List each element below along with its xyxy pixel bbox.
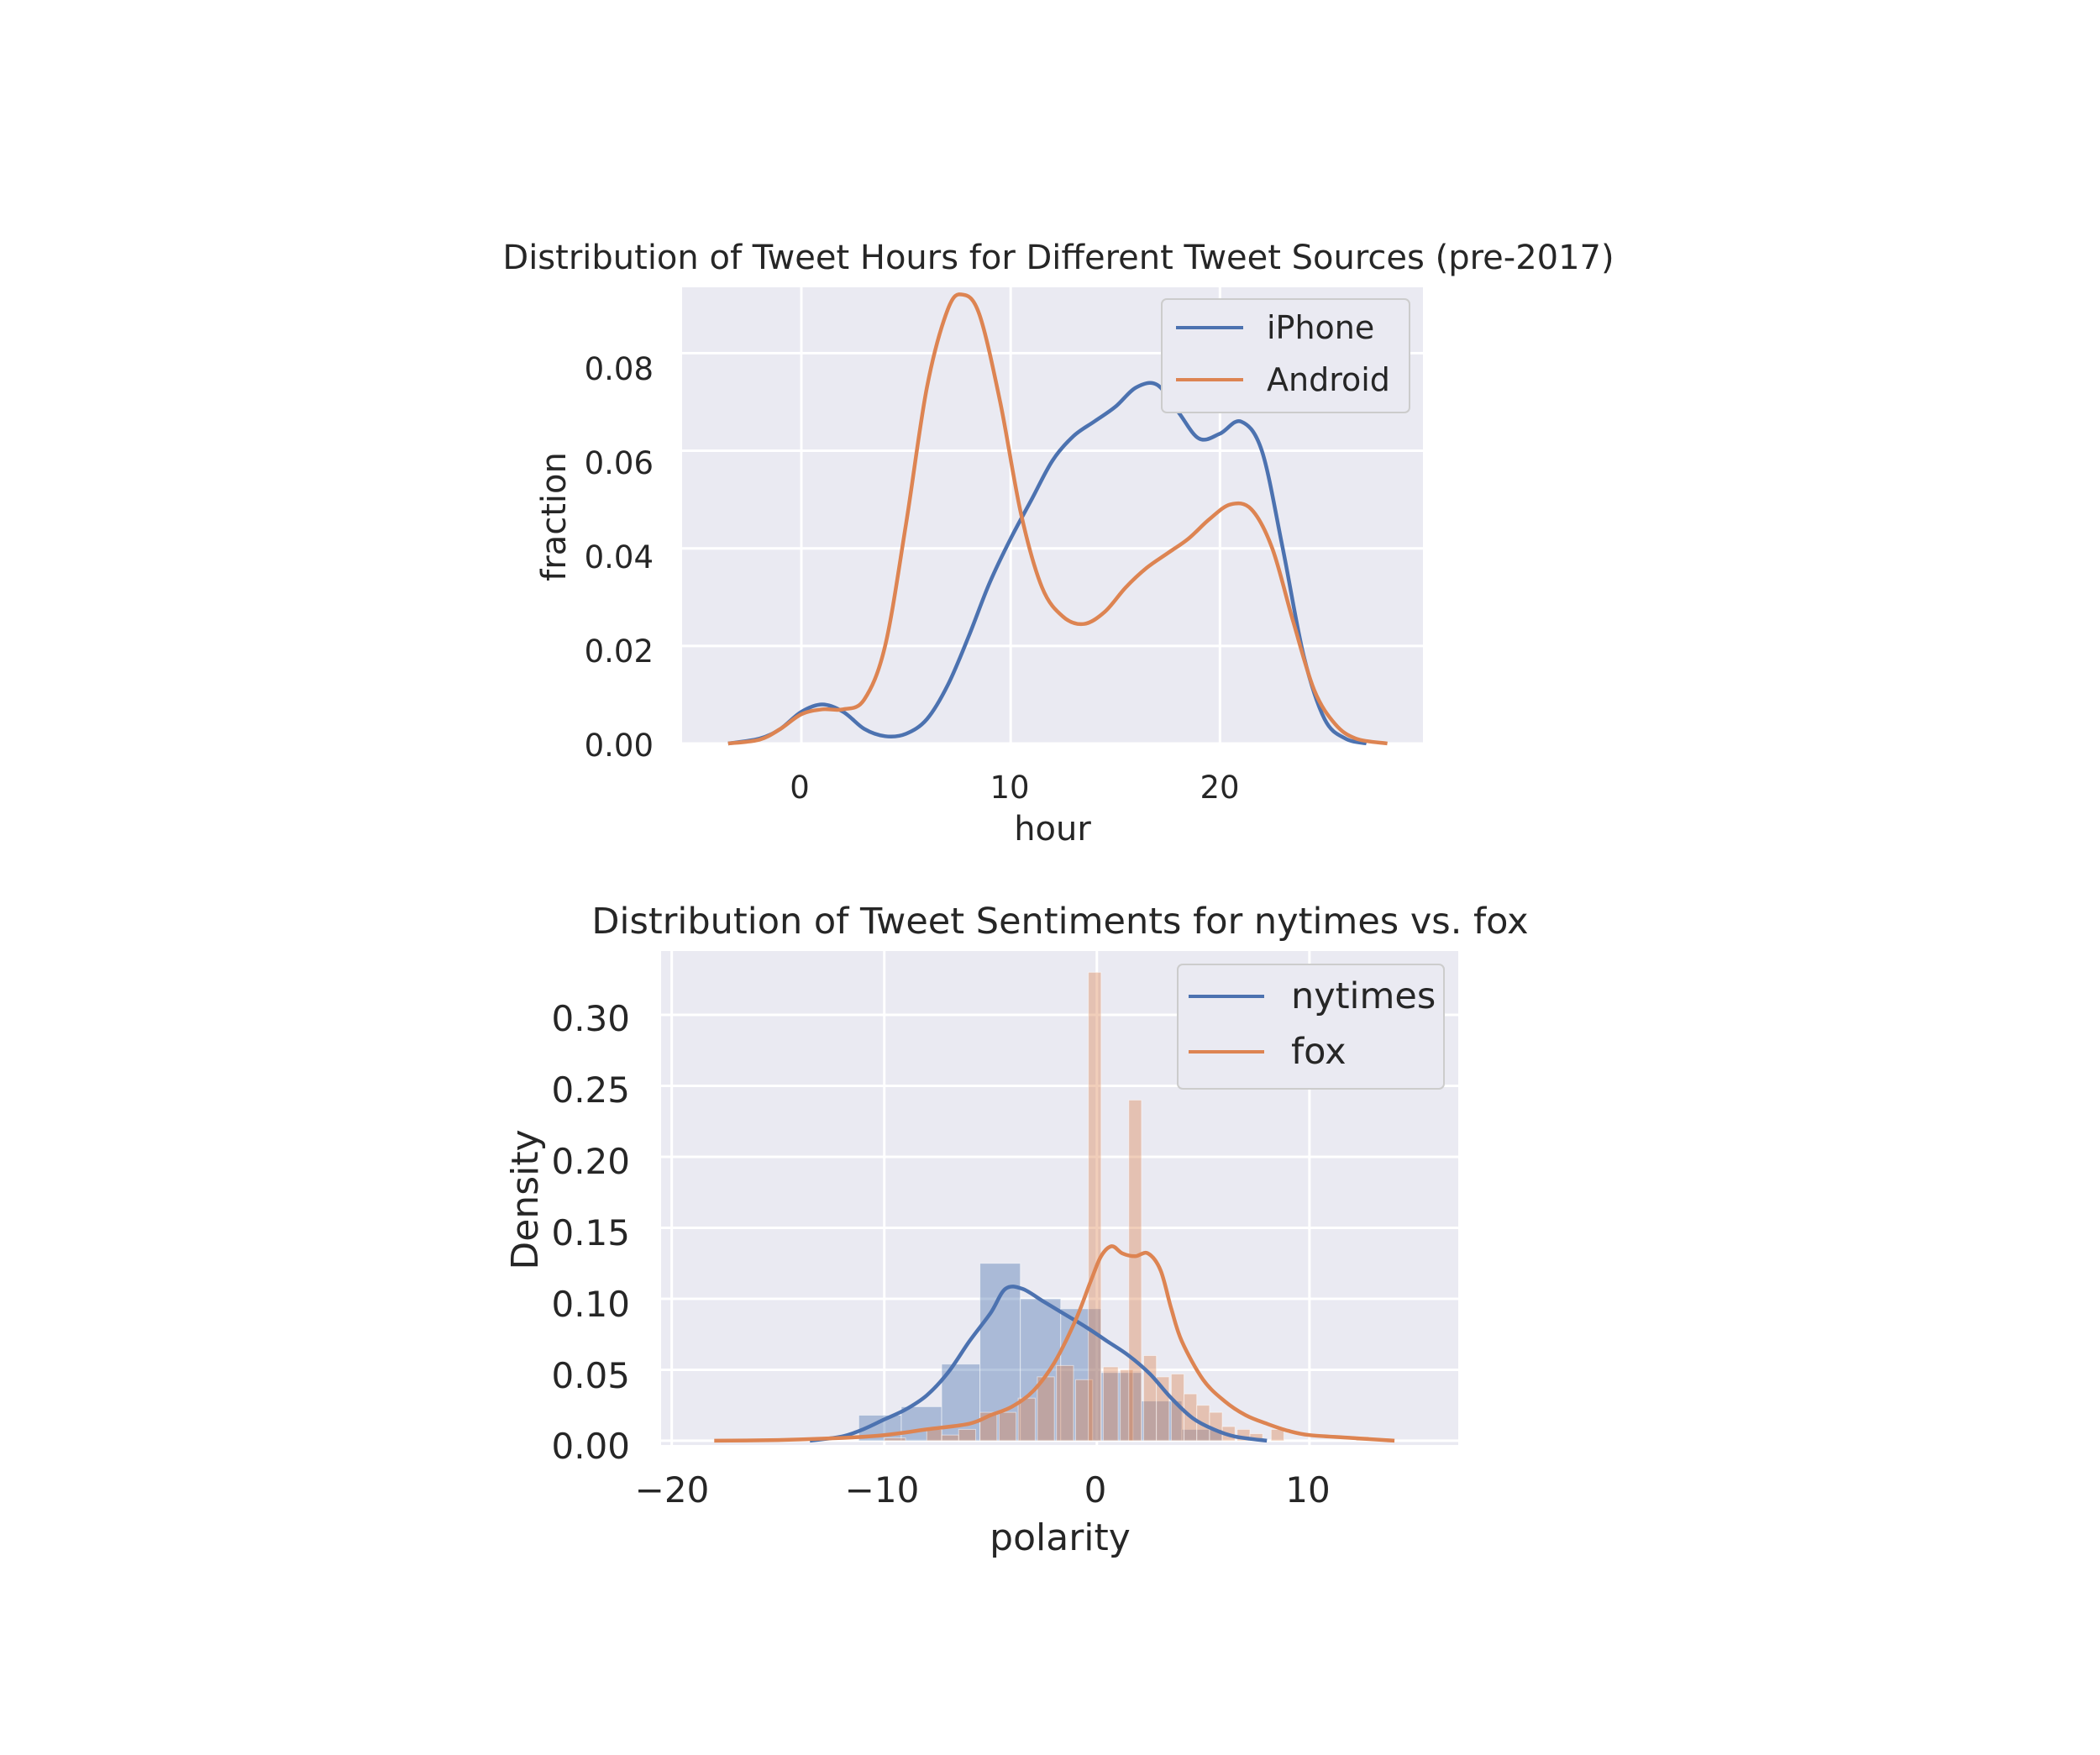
chart2-bar-fox: [926, 1428, 942, 1442]
chart1-xtick-label: 0: [790, 770, 810, 806]
chart1-ytick-label: 0.06: [585, 445, 654, 481]
chart2-y-ticks: 0.00 0.05 0.10 0.15 0.20 0.25 0.30: [551, 998, 630, 1467]
chart2-legend: nytimes fox: [1177, 964, 1445, 1090]
chart2-bar-fox: [958, 1428, 977, 1442]
chart2-x-ticks: −20 −10 0 10: [635, 1469, 1331, 1511]
chart1-ytick-label: 0.02: [585, 633, 654, 670]
chart2-xtick-label: 10: [1285, 1469, 1330, 1511]
chart2-kde-fox: [714, 1244, 1395, 1443]
chart2-ytick-label: 0.30: [551, 998, 630, 1039]
chart-tweet-sentiments: Distribution of Tweet Sentiments for nyt…: [504, 901, 1529, 1559]
chart2-bar-fox: [1017, 1397, 1036, 1442]
chart2-y-axis-label: Density: [504, 1129, 547, 1269]
chart2-title: Distribution of Tweet Sentiments for nyt…: [591, 901, 1528, 943]
chart1-xtick-label: 10: [990, 770, 1029, 806]
chart2-ytick-label: 0.25: [551, 1069, 630, 1111]
chart2-ytick-label: 0.10: [551, 1284, 630, 1325]
chart2-x-axis-label: polarity: [990, 1516, 1131, 1559]
chart1-legend-label-android: Android: [1267, 361, 1390, 398]
chart1-line-android: [727, 292, 1388, 746]
chart2-bar-fox: [941, 1434, 959, 1442]
chart2-legend-label-nytimes: nytimes: [1291, 975, 1436, 1017]
chart1-y-axis-label: fraction: [535, 452, 574, 581]
chart1-ytick-label: 0.08: [585, 351, 654, 387]
chart1-legend: iPhone Android: [1161, 298, 1410, 413]
chart2-ytick-label: 0.20: [551, 1141, 630, 1182]
chart1-x-ticks: 0 10 20: [790, 770, 1239, 806]
chart2-bar-fox: [884, 1437, 906, 1442]
chart-tweet-hours: Distribution of Tweet Hours for Differen…: [502, 239, 1614, 849]
chart1-y-ticks: 0.00 0.02 0.04 0.06 0.08: [585, 351, 654, 764]
chart1-title: Distribution of Tweet Hours for Differen…: [502, 239, 1614, 277]
chart2-xtick-label: 0: [1084, 1469, 1107, 1511]
chart1-line-iphone: [727, 381, 1368, 746]
chart2-bar-fox: [1102, 1366, 1119, 1442]
chart2-xtick-label: −10: [845, 1469, 920, 1511]
chart1-series-lines: [727, 292, 1388, 746]
chart1-legend-label-iphone: iPhone: [1267, 309, 1374, 346]
chart2-legend-label-fox: fox: [1291, 1031, 1347, 1073]
chart2-bar-fox: [1270, 1428, 1284, 1442]
chart2-bar-fox: [1056, 1364, 1074, 1442]
chart2-xtick-label: −20: [635, 1469, 710, 1511]
chart1-xtick-label: 20: [1200, 770, 1239, 806]
chart2-ytick-label: 0.00: [551, 1426, 630, 1467]
chart2-bar-fox: [1120, 1369, 1134, 1442]
chart2-ytick-label: 0.15: [551, 1212, 630, 1253]
chart2-bar-fox: [1037, 1376, 1055, 1442]
chart2-bar-nytimes: [1141, 1400, 1183, 1442]
chart1-ytick-label: 0.04: [585, 539, 654, 575]
chart2-bar-fox: [1128, 1099, 1142, 1442]
chart2-bar-fox: [998, 1411, 1017, 1442]
chart2-kde-nytimes: [809, 1285, 1268, 1443]
chart2-kde-lines: [714, 1244, 1395, 1443]
chart2-bar-nytimes: [1100, 1372, 1142, 1442]
chart1-ytick-label: 0.00: [585, 728, 654, 764]
chart2-bar-fox: [1088, 971, 1102, 1442]
chart2-ytick-label: 0.05: [551, 1355, 630, 1396]
chart1-x-axis-label: hour: [1014, 810, 1091, 849]
